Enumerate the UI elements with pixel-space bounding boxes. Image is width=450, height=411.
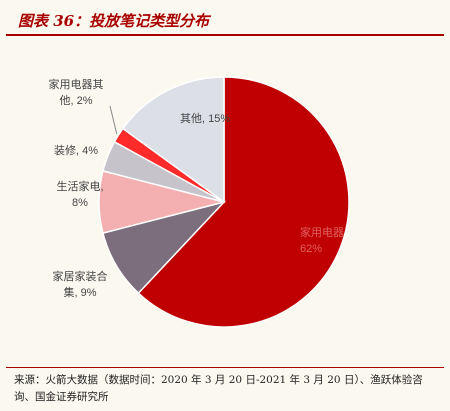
slice-label: 他, 2% (59, 94, 92, 107)
slice-label: 生活家电, (56, 179, 103, 193)
leader-line (109, 105, 118, 135)
slice-label: 8% (72, 197, 88, 209)
pie-slice (137, 76, 350, 328)
pie-slice (121, 76, 225, 204)
slice-label: 其他, 15% (180, 112, 230, 125)
footer-divider (6, 367, 444, 368)
title-bar: 图表 36：投放笔记类型分布 (6, 4, 444, 36)
slice-label: 家用电器 (300, 225, 344, 239)
source-note: 来源：火箭大数据（数据时间：2020 年 3 月 20 日-2021 年 3 月… (14, 374, 423, 403)
slice-label: 家用电器其 (49, 77, 104, 91)
slice-label: 家居家装合 (53, 269, 108, 283)
slice-label: 装修, 4% (54, 143, 98, 157)
slice-label: 62% (300, 243, 322, 255)
chart-title: 图表 36：投放笔记类型分布 (18, 12, 210, 30)
slice-label: 集, 9% (63, 285, 96, 299)
